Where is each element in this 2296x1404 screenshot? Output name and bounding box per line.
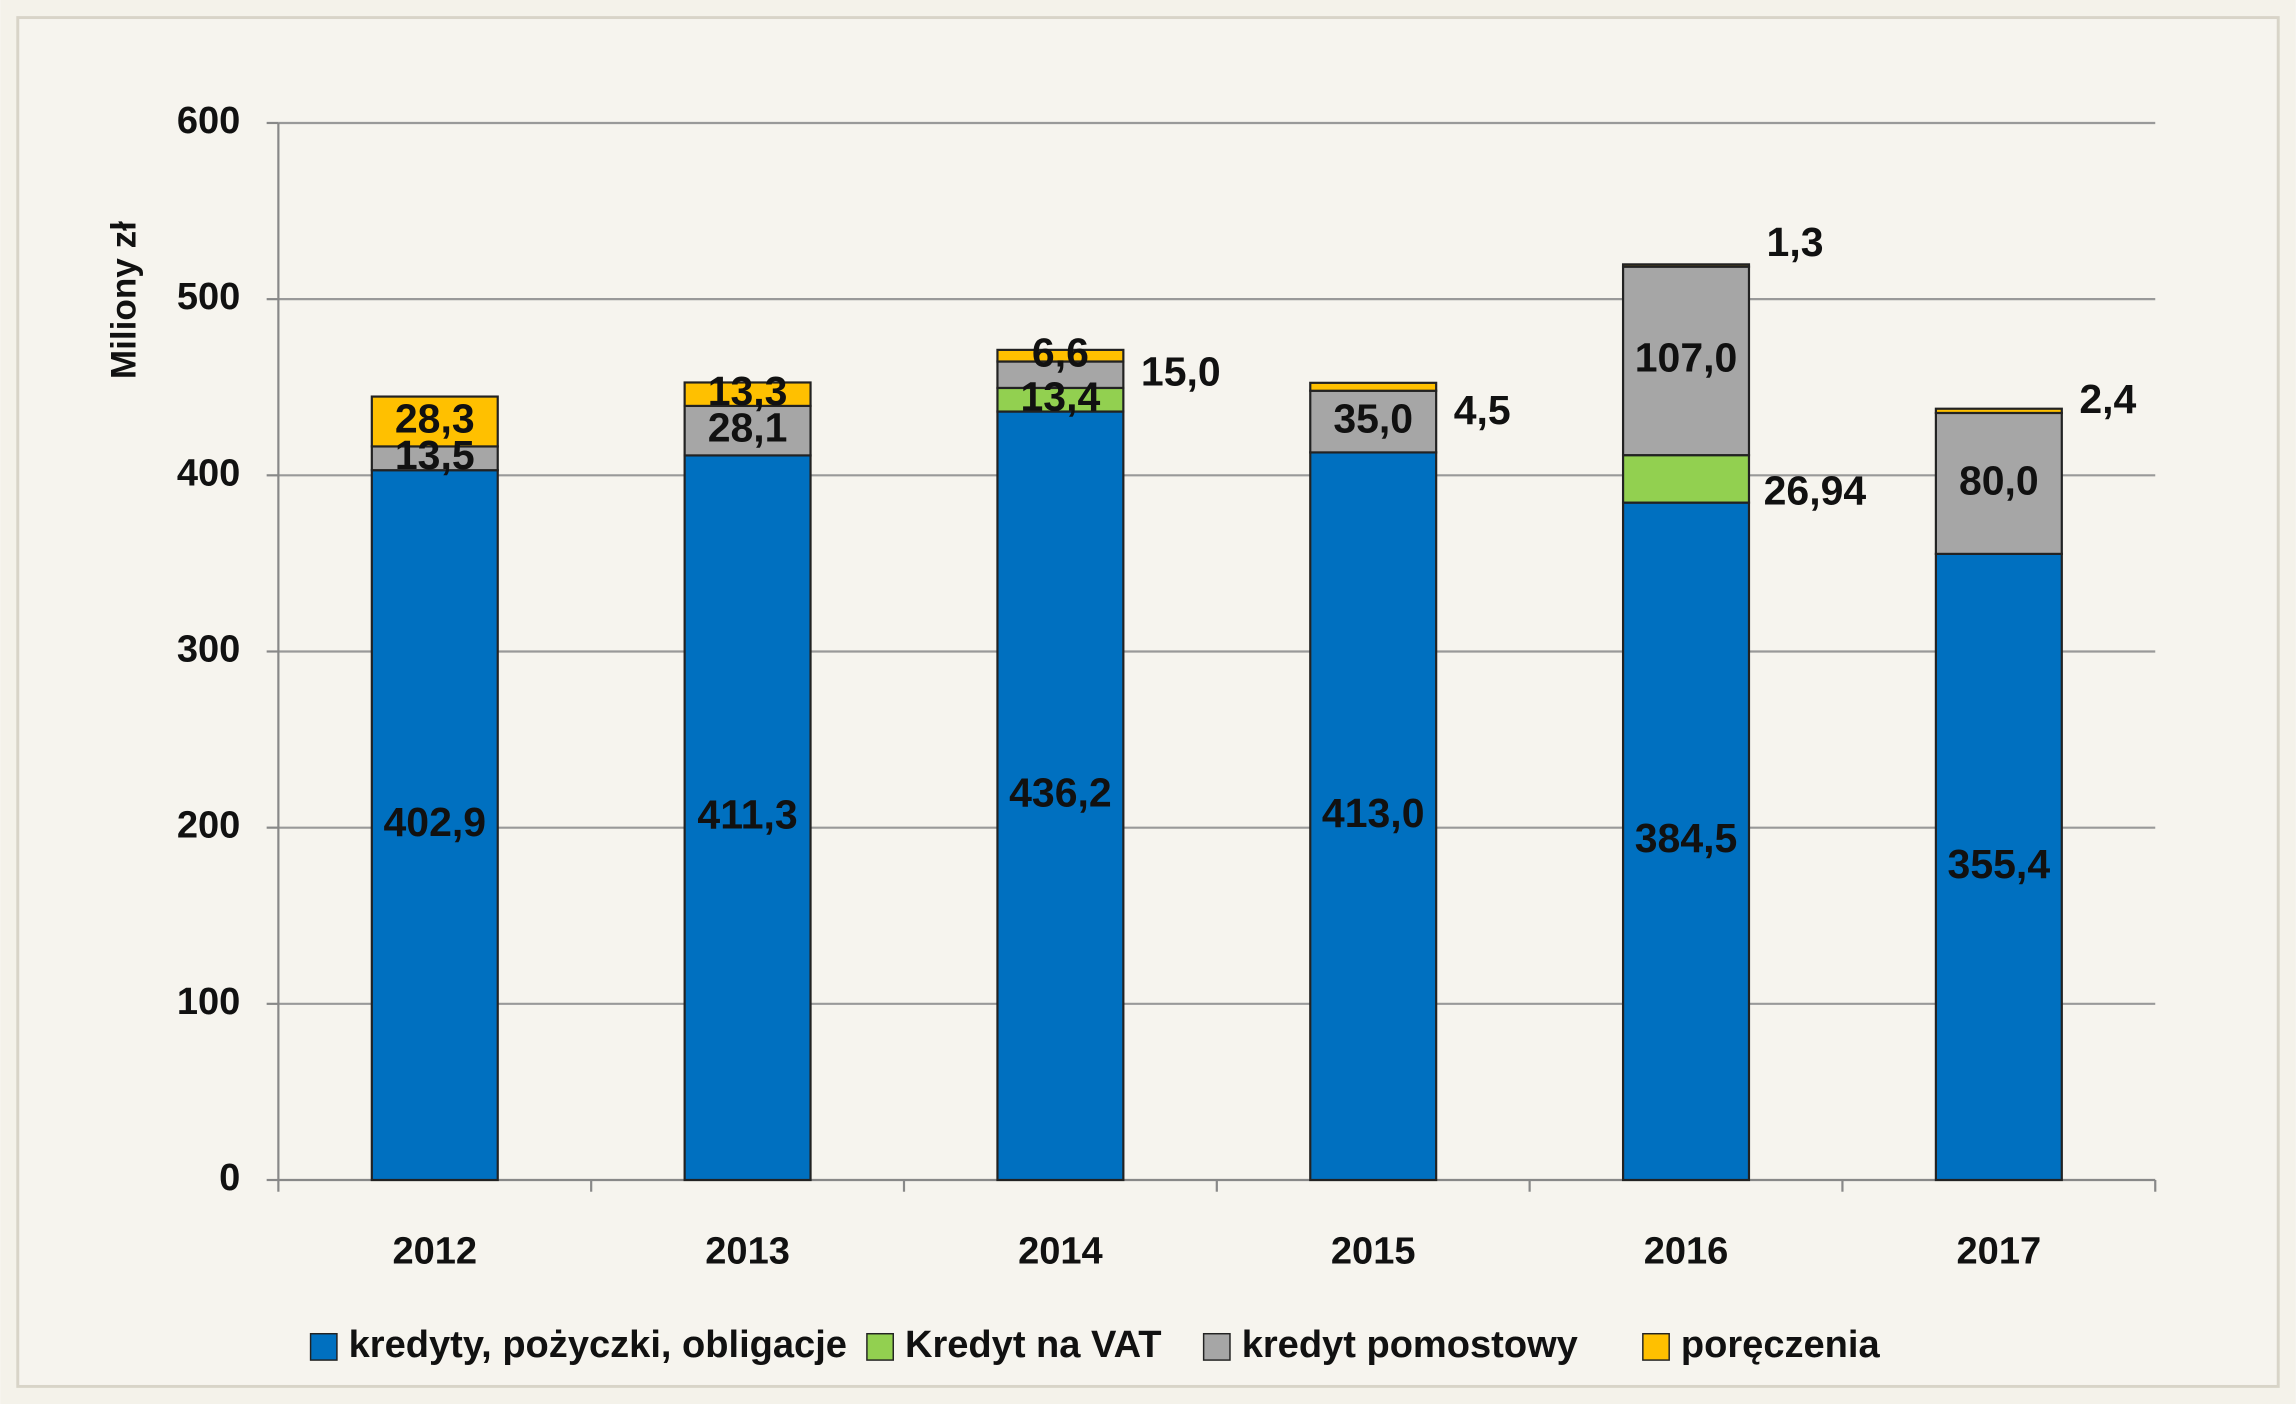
- bar-segment: [683, 404, 812, 457]
- y-axis-label: Miliony zł: [104, 221, 143, 379]
- legend-label: poręczenia: [1681, 1324, 1881, 1366]
- x-tick-label: 2015: [1331, 1230, 1416, 1272]
- x-tick-label: 2012: [392, 1230, 477, 1272]
- y-tick-label: 200: [177, 805, 240, 847]
- data-label: 35,0: [1333, 395, 1413, 441]
- data-label: 411,3: [697, 792, 797, 838]
- y-tick-label: 600: [177, 100, 240, 142]
- legend-swatch: [309, 1332, 338, 1361]
- data-label: 413,0: [1322, 790, 1425, 836]
- y-tick-label: 500: [177, 276, 240, 318]
- bar-segment: [1621, 501, 1751, 1182]
- bar-segment: [1934, 411, 2063, 555]
- data-label: 28,3: [395, 395, 475, 441]
- x-tick-label: 2014: [1018, 1230, 1103, 1272]
- legend-swatch: [1642, 1332, 1670, 1361]
- bar-segment: [1309, 389, 1438, 454]
- legend-swatch: [1202, 1332, 1231, 1361]
- legend-swatch: [866, 1332, 894, 1361]
- data-label: 15,0: [1141, 349, 1221, 395]
- legend-label: kredyt pomostowy: [1242, 1324, 1578, 1366]
- bar-segment: [370, 469, 499, 1182]
- data-label: 4,5: [1454, 387, 1511, 433]
- data-label: 107,0: [1635, 335, 1738, 381]
- data-label: 13,3: [708, 368, 788, 414]
- bar-segment: [370, 395, 499, 448]
- bar-segment: [1934, 407, 2063, 415]
- legend-label: Kredyt na VAT: [905, 1324, 1161, 1366]
- x-tick-label: 2016: [1644, 1230, 1729, 1272]
- x-tick-label: 2013: [705, 1230, 790, 1272]
- data-label: 355,4: [1948, 841, 2051, 887]
- bar-segment: [683, 381, 812, 408]
- bar-segment: [1621, 454, 1751, 504]
- y-tick-label: 400: [177, 452, 240, 494]
- bar-segment: [996, 348, 1125, 363]
- data-label: 13,5: [395, 432, 475, 478]
- data-label: 26,94: [1764, 467, 1867, 513]
- bar-segment: [996, 410, 1125, 1182]
- y-tick-label: 0: [219, 1157, 240, 1199]
- data-label: 6,6: [1032, 330, 1089, 376]
- data-label: 28,1: [708, 404, 788, 450]
- legend-label: kredyty, pożyczki, obligacje: [349, 1324, 847, 1366]
- data-label: 80,0: [1959, 457, 2039, 503]
- data-label: 13,4: [1021, 374, 1101, 420]
- data-label: 1,3: [1767, 219, 1824, 265]
- bar-segment: [1309, 381, 1438, 392]
- bar-segment: [1621, 265, 1751, 457]
- y-tick-label: 300: [177, 629, 240, 671]
- data-label: 402,9: [383, 799, 486, 845]
- data-label: 384,5: [1635, 815, 1738, 861]
- data-label: 436,2: [1009, 770, 1112, 816]
- bar-segment: [1934, 552, 2063, 1182]
- x-tick-label: 2017: [1957, 1230, 2042, 1272]
- y-tick-label: 100: [177, 981, 240, 1023]
- bar-segment: [1621, 263, 1751, 268]
- bar-segment: [1309, 451, 1438, 1182]
- data-label: 2,4: [2079, 376, 2136, 422]
